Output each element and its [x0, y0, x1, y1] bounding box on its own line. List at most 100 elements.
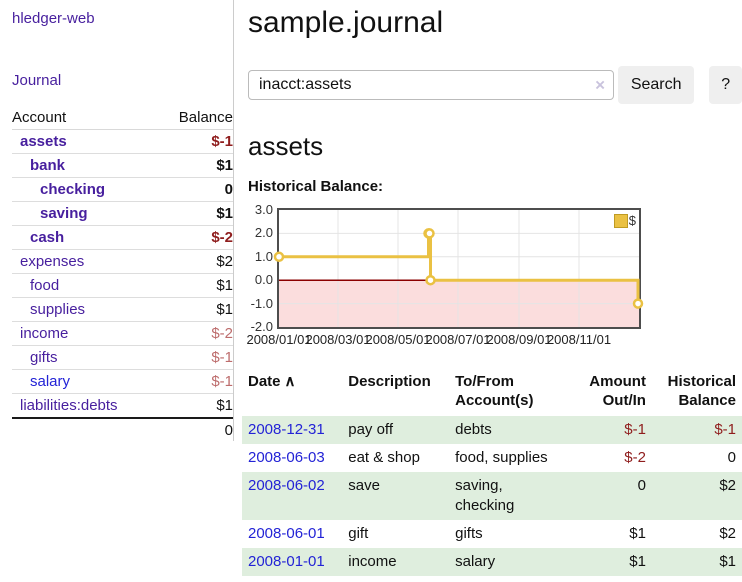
- account-link-cash[interactable]: cash: [30, 229, 65, 246]
- column-header-balance: Historical Balance: [667, 373, 736, 409]
- chart-legend: $: [612, 213, 637, 228]
- transaction-row: 2008-12-31 pay off debts $-1 $-1: [242, 416, 742, 444]
- legend-swatch-icon: [613, 213, 628, 228]
- account-balance: $-2: [158, 225, 233, 250]
- transaction-date-link[interactable]: 2008-06-02: [248, 477, 325, 494]
- accounts-table: Account Balance assets $-1 bank $1 check…: [12, 106, 233, 442]
- chart-title: Historical Balance:: [248, 178, 384, 195]
- app-brand-link[interactable]: hledger-web: [12, 10, 95, 27]
- historical-balance-chart: $ 3.0 2.0 1.0 0.0 -1.0 -2.0 2008/01/01 2008/03…: [246, 202, 742, 348]
- transaction-amount: 0: [637, 477, 646, 494]
- search-form: × Search ?: [248, 66, 742, 104]
- accounts-table-header: Account Balance: [12, 106, 233, 130]
- transaction-amount: $-2: [624, 449, 646, 466]
- account-balance: $-2: [158, 321, 233, 346]
- account-link-salary[interactable]: salary: [30, 373, 71, 390]
- account-balance: $1: [158, 201, 233, 226]
- column-header-accounts: To/From Account(s): [455, 373, 534, 409]
- account-balance: $1: [158, 297, 233, 322]
- transaction-balance: 0: [727, 449, 736, 466]
- transaction-description: eat & shop: [348, 449, 420, 466]
- account-balance: $1: [158, 153, 233, 178]
- transaction-accounts: debts: [455, 421, 492, 438]
- transaction-amount: $-1: [624, 421, 646, 438]
- search-button[interactable]: Search: [618, 66, 695, 104]
- y-axis-tick-label: -2.0: [250, 319, 273, 334]
- account-row-assets: assets $-1: [12, 130, 233, 154]
- account-balance: 0: [158, 177, 233, 202]
- account-row-salary: salary $-1: [12, 369, 233, 394]
- x-axis-tick-label: 2008/01/01: [246, 332, 312, 347]
- transaction-accounts: food, supplies: [455, 449, 548, 466]
- x-axis-tick-label: 2008/03/01: [305, 332, 371, 347]
- accounts-header-balance: Balance: [158, 106, 233, 130]
- transactions-header-row: Date ∧ Description To/From Account(s) Amo…: [242, 368, 742, 416]
- transaction-description: income: [348, 553, 397, 570]
- transaction-date-link[interactable]: 2008-01-01: [248, 553, 325, 570]
- account-row-food: food $1: [12, 273, 233, 298]
- x-axis-tick-label: 2008/05/01: [365, 332, 431, 347]
- account-balance: $-1: [158, 369, 233, 394]
- y-axis-tick-label: 3.0: [254, 202, 273, 217]
- y-axis-tick-label: -1.0: [250, 295, 273, 311]
- transaction-accounts: gifts: [455, 525, 483, 542]
- transaction-balance: $1: [719, 553, 736, 570]
- transaction-date-link[interactable]: 2008-12-31: [248, 421, 325, 438]
- account-link-expenses[interactable]: expenses: [20, 253, 85, 270]
- account-balance: $1: [158, 393, 233, 418]
- transaction-balance: $2: [719, 477, 736, 494]
- account-row-income: income $-2: [12, 321, 233, 346]
- x-axis-tick-label: 2008/09/01: [486, 332, 552, 347]
- account-link-saving[interactable]: saving: [40, 205, 88, 222]
- account-link-income[interactable]: income: [20, 325, 69, 342]
- transactions-table: Date ∧ Description To/From Account(s) Amo…: [242, 368, 742, 576]
- transaction-date-link[interactable]: 2008-06-03: [248, 449, 325, 466]
- account-heading: assets: [248, 131, 324, 161]
- account-link-checking[interactable]: checking: [40, 181, 106, 198]
- account-balance: $2: [158, 249, 233, 274]
- help-button[interactable]: ?: [709, 66, 742, 104]
- account-row-checking: checking 0: [12, 177, 233, 202]
- sidebar-divider: [233, 0, 234, 441]
- transaction-row: 2008-01-01 income salary $1 $1: [242, 548, 742, 576]
- account-link-gifts[interactable]: gifts: [30, 349, 58, 366]
- account-balance: $1: [158, 273, 233, 298]
- chart-plot-area: $: [273, 208, 644, 329]
- accounts-total-balance: 0: [158, 417, 233, 442]
- x-axis-tick-label: 2008/11/01: [546, 332, 612, 347]
- y-axis-tick-label: 1.0: [254, 248, 273, 264]
- transaction-row: 2008-06-03 eat & shop food, supplies $-2…: [242, 444, 742, 472]
- transaction-description: save: [348, 477, 380, 494]
- search-clear-icon[interactable]: ×: [595, 75, 605, 95]
- column-header-date[interactable]: Date ∧: [248, 373, 296, 390]
- search-input-wrap: ×: [248, 70, 614, 100]
- transaction-description: pay off: [348, 421, 393, 438]
- sort-asc-icon: ∧: [284, 373, 296, 390]
- account-row-expenses: expenses $2: [12, 249, 233, 274]
- sidebar: hledger-web Journal Account Balance asse…: [0, 0, 237, 442]
- accounts-total-row: 0: [12, 417, 233, 442]
- transaction-row: 2008-06-02 save saving, checking 0 $2: [242, 472, 742, 520]
- account-row-supplies: supplies $1: [12, 297, 233, 322]
- account-balance: $-1: [211, 133, 233, 150]
- sidebar-item-journal[interactable]: Journal: [12, 72, 62, 89]
- account-link-liabilities-debts[interactable]: liabilities:debts: [20, 397, 118, 414]
- x-axis-tick-label: 2008/07/01: [425, 332, 491, 347]
- search-input[interactable]: [248, 70, 614, 100]
- y-axis-tick-label: 0.0: [254, 272, 273, 288]
- transaction-balance: $-1: [714, 421, 736, 438]
- transaction-accounts: salary: [455, 553, 496, 570]
- account-link-supplies[interactable]: supplies: [30, 301, 86, 318]
- column-header-amount: Amount Out/In: [589, 373, 646, 409]
- transaction-date-link[interactable]: 2008-06-01: [248, 525, 325, 542]
- account-link-bank[interactable]: bank: [30, 157, 66, 174]
- account-row-cash: cash $-2: [12, 225, 233, 250]
- transaction-accounts: saving, checking: [455, 477, 515, 514]
- account-row-saving: saving $1: [12, 201, 233, 226]
- account-link-food[interactable]: food: [30, 277, 60, 294]
- account-balance: $-1: [158, 345, 233, 370]
- transaction-row: 2008-06-01 gift gifts $1 $2: [242, 520, 742, 548]
- transaction-description: gift: [348, 525, 369, 542]
- account-link-assets[interactable]: assets: [20, 133, 67, 150]
